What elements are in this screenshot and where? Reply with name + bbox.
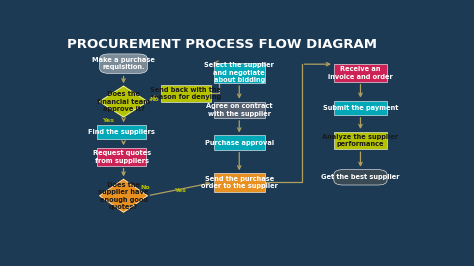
Text: No: No [149, 97, 159, 102]
Text: PROCUREMENT PROCESS FLOW DIAGRAM: PROCUREMENT PROCESS FLOW DIAGRAM [66, 38, 377, 51]
FancyBboxPatch shape [213, 63, 265, 83]
Text: Analyze the supplier
performance: Analyze the supplier performance [322, 134, 399, 147]
Text: Select the supplier
and negotiate
about bidding: Select the supplier and negotiate about … [204, 63, 274, 83]
FancyBboxPatch shape [213, 135, 265, 150]
Text: Request quotes
from suppliers: Request quotes from suppliers [92, 150, 151, 164]
FancyBboxPatch shape [213, 102, 265, 118]
Text: Yes: Yes [174, 188, 186, 193]
FancyBboxPatch shape [334, 101, 387, 115]
FancyBboxPatch shape [334, 64, 387, 82]
FancyBboxPatch shape [334, 132, 387, 149]
FancyBboxPatch shape [334, 170, 387, 185]
Text: Receive an
invoice and order: Receive an invoice and order [328, 66, 393, 80]
Text: Send the purchase
order to the supplier: Send the purchase order to the supplier [201, 176, 278, 189]
Text: Find the suppliers: Find the suppliers [88, 129, 155, 135]
Text: No: No [141, 185, 150, 190]
Polygon shape [100, 86, 147, 117]
Text: Agree on contract
with the supplier: Agree on contract with the supplier [206, 103, 273, 117]
FancyBboxPatch shape [97, 148, 146, 165]
Text: Make a purchase
requisition.: Make a purchase requisition. [92, 57, 155, 70]
Text: Purchase approval: Purchase approval [205, 140, 274, 146]
FancyBboxPatch shape [100, 54, 147, 73]
Text: Yes: Yes [102, 118, 114, 123]
Text: Does the
supplier have
enough good
quotes?: Does the supplier have enough good quote… [98, 181, 149, 210]
Polygon shape [100, 179, 147, 212]
Text: Get the best supplier: Get the best supplier [321, 174, 400, 180]
Text: Send back with the
reason for denying: Send back with the reason for denying [150, 87, 221, 100]
Text: Submit the payment: Submit the payment [323, 105, 398, 111]
FancyBboxPatch shape [161, 85, 211, 102]
Text: Does the
financial team
approve it?: Does the financial team approve it? [97, 91, 150, 112]
FancyBboxPatch shape [213, 173, 265, 192]
FancyBboxPatch shape [97, 125, 146, 139]
